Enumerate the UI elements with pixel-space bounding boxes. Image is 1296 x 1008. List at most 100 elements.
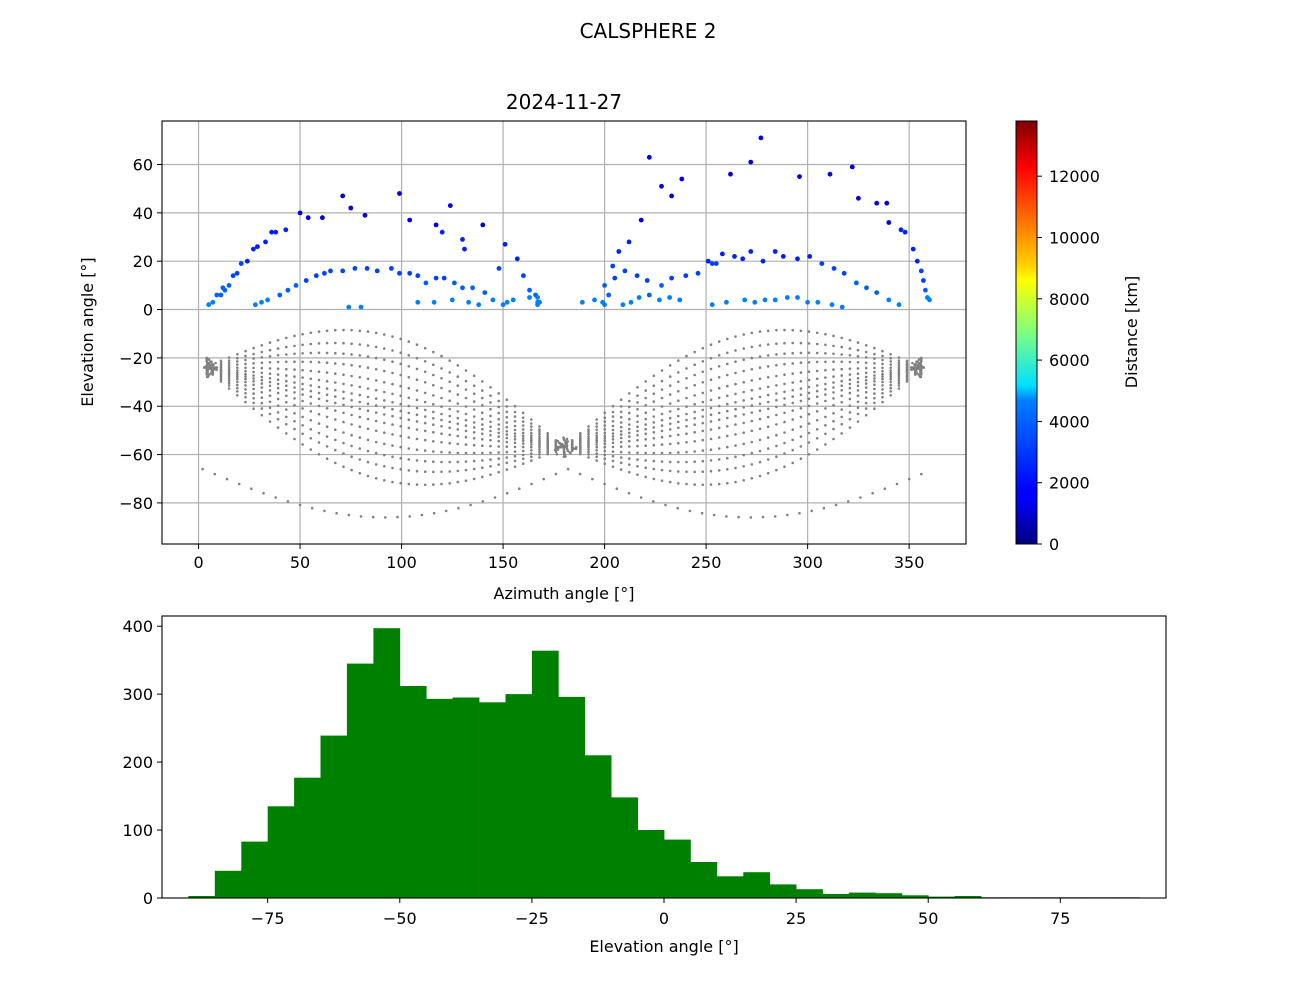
visible-point (740, 256, 746, 262)
visible-point (610, 263, 616, 269)
below-horizon-point (260, 407, 264, 410)
below-horizon-point (448, 460, 452, 464)
below-horizon-point (864, 371, 868, 375)
below-horizon-point (399, 373, 403, 377)
below-horizon-point (472, 408, 476, 411)
below-horizon-point (210, 369, 214, 373)
below-horizon-point (856, 377, 860, 380)
below-horizon-point (497, 399, 501, 403)
below-horizon-point (342, 390, 345, 394)
below-horizon-point (668, 410, 672, 413)
hist-x-tick-label: 50 (918, 909, 938, 928)
visible-point (914, 258, 920, 264)
below-horizon-point (489, 407, 492, 411)
below-horizon-point (309, 402, 313, 405)
below-horizon-point (350, 392, 353, 395)
below-horizon-point (415, 343, 419, 347)
below-horizon-point (881, 388, 884, 391)
below-horizon-point (293, 360, 296, 364)
below-horizon-point (521, 411, 525, 415)
below-horizon-point (726, 425, 729, 428)
below-horizon-point (652, 392, 656, 396)
below-horizon-point (301, 415, 304, 419)
below-horizon-point (513, 432, 517, 435)
below-horizon-point (205, 373, 208, 376)
below-horizon-point (260, 391, 264, 394)
below-horizon-point (423, 400, 427, 404)
below-horizon-point (587, 430, 590, 434)
below-horizon-point (448, 390, 452, 393)
below-horizon-point (742, 413, 745, 416)
below-horizon-point (481, 459, 484, 462)
below-horizon-point (864, 407, 868, 410)
below-horizon-point (726, 384, 729, 388)
below-horizon-point (815, 389, 819, 393)
below-horizon-point (717, 458, 721, 461)
below-horizon-point (252, 362, 255, 365)
below-horizon-point (856, 367, 860, 370)
below-horizon-point (489, 458, 492, 461)
below-horizon-point (693, 431, 696, 434)
below-horizon-point (864, 366, 868, 370)
below-horizon-point (374, 388, 378, 392)
below-horizon-point (569, 451, 572, 455)
visible-point (622, 268, 628, 274)
below-horizon-point (244, 380, 247, 384)
below-horizon-point (399, 481, 403, 485)
below-horizon-point (701, 346, 705, 350)
below-horizon-point (709, 378, 713, 382)
below-horizon-point (481, 451, 484, 455)
below-horizon-point (587, 443, 590, 447)
below-horizon-point (824, 382, 827, 386)
visible-point (433, 275, 439, 281)
below-horizon-point (668, 469, 672, 473)
below-horizon-point (566, 449, 570, 453)
below-horizon-point (383, 453, 386, 457)
below-horizon-point (652, 443, 656, 447)
below-horizon-point (374, 411, 378, 414)
below-horizon-point (693, 483, 696, 486)
below-horizon-point (201, 467, 204, 471)
below-horizon-point (920, 373, 923, 376)
below-horizon-point (285, 367, 288, 371)
below-horizon-point (358, 354, 362, 357)
below-horizon-point (285, 389, 288, 392)
below-horizon-point (595, 434, 598, 438)
below-horizon-point (693, 440, 696, 443)
below-horizon-point (832, 419, 835, 423)
visible-point (407, 217, 413, 223)
below-horizon-point (873, 346, 876, 350)
below-horizon-point (807, 422, 811, 425)
below-horizon-point (407, 340, 411, 343)
below-horizon-point (505, 456, 509, 459)
below-horizon-point (726, 409, 729, 413)
below-horizon-point (693, 450, 696, 453)
below-horizon-point (472, 384, 476, 388)
below-horizon-point (677, 426, 680, 430)
below-horizon-point (864, 344, 868, 347)
below-horizon-point (897, 363, 901, 367)
below-horizon-point (627, 491, 631, 495)
below-horizon-point (432, 483, 435, 486)
below-horizon-point (205, 368, 208, 372)
visible-point (431, 299, 437, 305)
below-horizon-point (444, 509, 448, 513)
below-horizon-point (873, 396, 876, 400)
below-horizon-point (639, 496, 643, 499)
below-horizon-point (423, 415, 427, 418)
y-tick-label: −80 (119, 494, 153, 513)
below-horizon-point (244, 384, 247, 387)
below-horizon-point (293, 419, 296, 423)
below-horizon-point (668, 384, 672, 387)
below-horizon-point (636, 458, 639, 461)
below-horizon-point (848, 373, 852, 376)
below-horizon-point (652, 477, 656, 481)
below-horizon-point (383, 465, 386, 468)
below-horizon-point (685, 470, 688, 474)
below-horizon-point (383, 479, 386, 482)
below-horizon-point (565, 437, 569, 441)
below-horizon-point (807, 351, 811, 355)
below-horizon-point (342, 411, 345, 415)
below-horizon-point (423, 429, 427, 433)
